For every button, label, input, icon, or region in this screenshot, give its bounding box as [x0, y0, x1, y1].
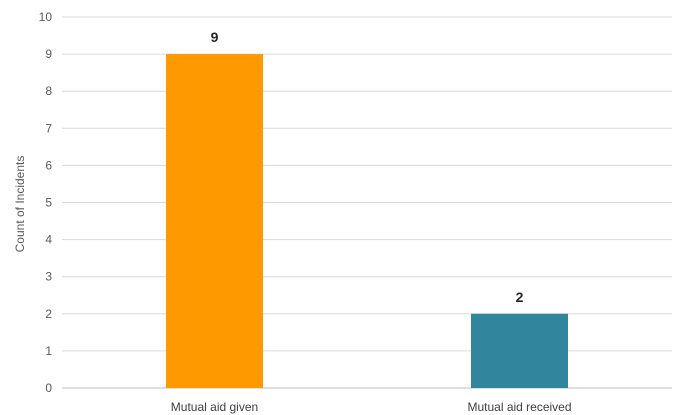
y-tick-label: 4: [45, 233, 52, 247]
y-tick-label: 6: [45, 158, 52, 172]
bar-1: [166, 54, 263, 388]
x-category-label: Mutual aid given: [171, 400, 258, 414]
y-tick-label: 5: [45, 196, 52, 210]
data-label-2: 2: [516, 289, 524, 305]
x-axis-categories: Mutual aid given Mutual aid received: [171, 400, 572, 414]
data-label-1: 9: [211, 29, 219, 45]
gridlines: [62, 16, 672, 389]
y-tick-label: 1: [45, 344, 52, 358]
y-tick-label: 9: [45, 47, 52, 61]
y-tick-label: 7: [45, 121, 52, 135]
bars: [166, 54, 568, 388]
data-labels: 92: [211, 29, 524, 305]
y-tick-label: 8: [45, 84, 52, 98]
y-tick-label: 3: [45, 270, 52, 284]
y-axis-title: Count of Incidents: [13, 156, 27, 253]
bar-2: [471, 313, 568, 388]
y-tick-label: 0: [45, 381, 52, 395]
y-tick-label: 10: [39, 10, 53, 24]
y-tick-label: 2: [45, 307, 52, 321]
y-axis-ticks: 0 1 2 3 4 5 6 7 8 9 10: [39, 10, 53, 395]
x-category-label: Mutual aid received: [467, 400, 571, 414]
